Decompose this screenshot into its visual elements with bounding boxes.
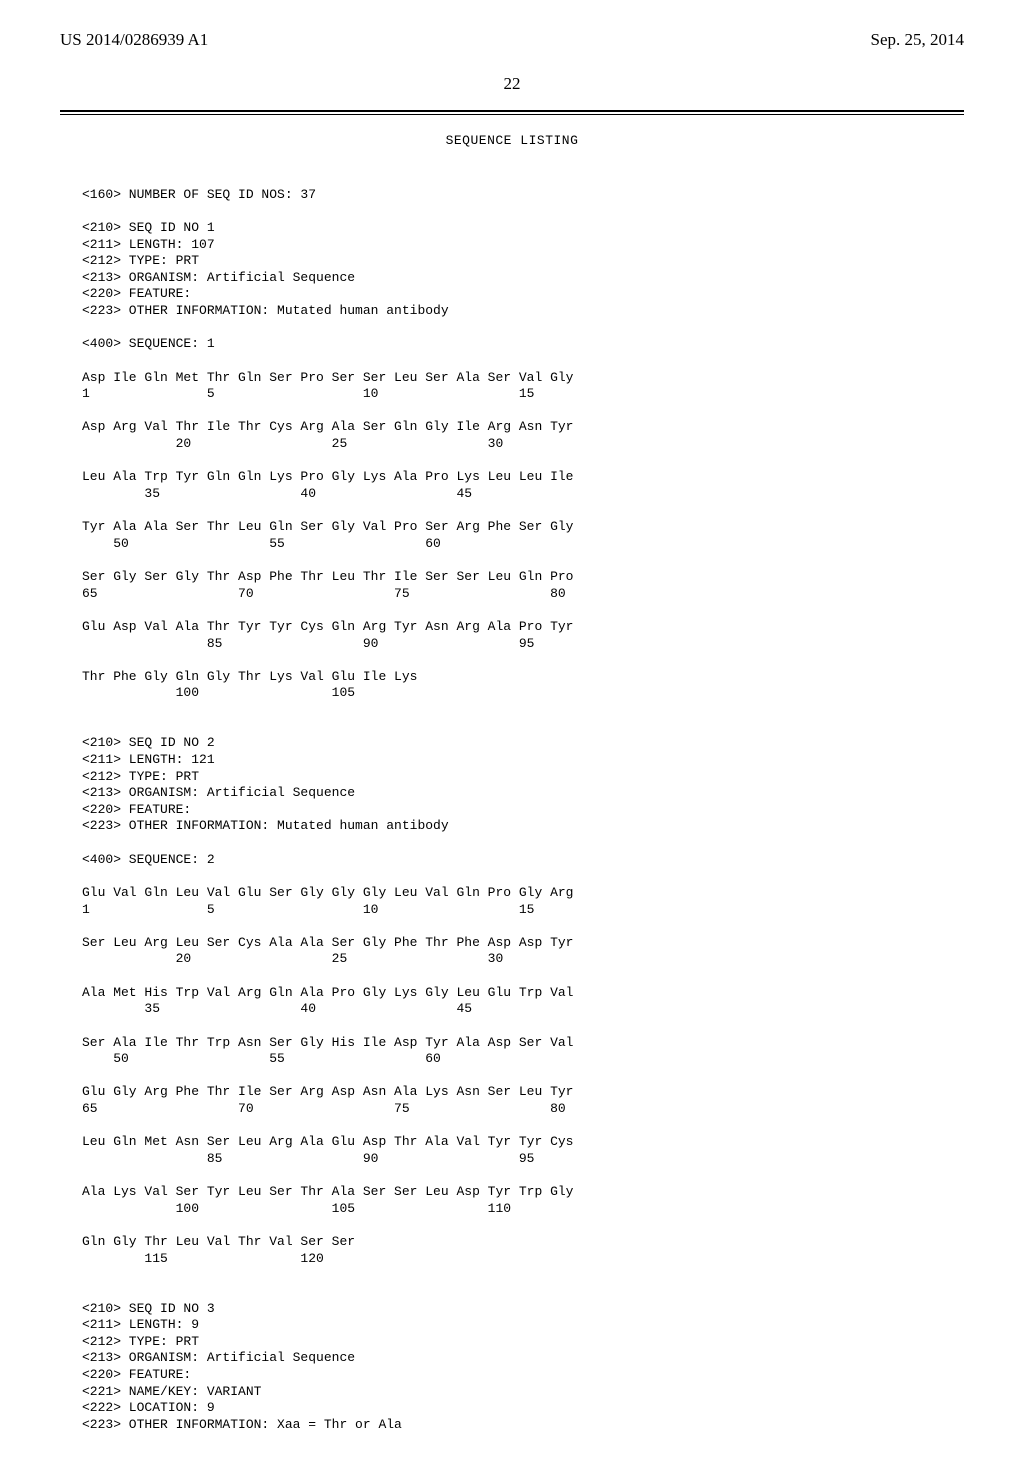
page-header: US 2014/0286939 A1 Sep. 25, 2014 (60, 30, 964, 50)
divider-top (60, 110, 964, 112)
publication-number: US 2014/0286939 A1 (60, 30, 208, 50)
sequence-listing-body: <160> NUMBER OF SEQ ID NOS: 37 <210> SEQ… (82, 170, 964, 1434)
divider-bottom (60, 114, 964, 115)
page-container: US 2014/0286939 A1 Sep. 25, 2014 22 SEQU… (0, 0, 1024, 1474)
page-number: 22 (60, 74, 964, 94)
sequence-listing-title: SEQUENCE LISTING (60, 133, 964, 148)
publication-date: Sep. 25, 2014 (871, 30, 965, 50)
